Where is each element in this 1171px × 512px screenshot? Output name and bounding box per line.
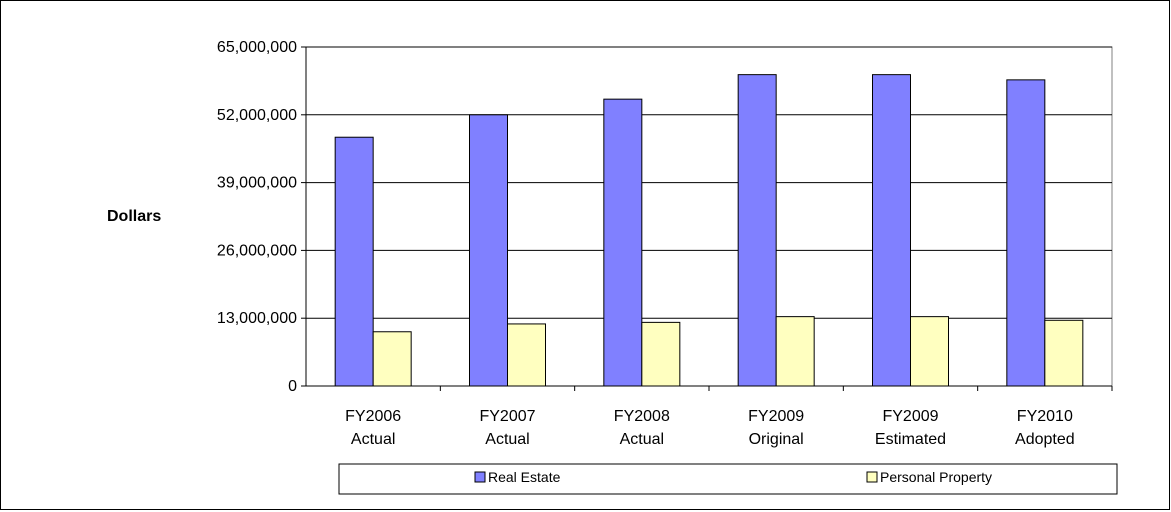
x-category-label: FY2007: [479, 408, 535, 425]
bars: [334, 74, 1084, 387]
bar: [1044, 319, 1084, 387]
bar: [1006, 79, 1046, 387]
legend-swatch: [866, 471, 878, 483]
gridlines: [306, 46, 1112, 319]
legend: Real Estate Personal Property: [338, 463, 1118, 495]
x-category-label: Actual: [620, 431, 664, 448]
x-category-label: Original: [749, 431, 804, 448]
x-category-label: Estimated: [875, 431, 946, 448]
legend-label: Personal Property: [880, 469, 992, 485]
y-tick-label: 39,000,000: [217, 175, 297, 192]
y-axis-label: Dollars: [107, 208, 161, 225]
bar: [603, 98, 643, 387]
legend-label: Real Estate: [488, 469, 561, 485]
bar: [737, 74, 777, 387]
bar: [372, 331, 412, 387]
plot-area: [305, 46, 1113, 387]
bar: [910, 316, 949, 387]
x-category-label: FY2008: [614, 408, 670, 425]
x-category-label: Actual: [485, 431, 529, 448]
bar: [507, 323, 546, 387]
bar: [469, 114, 508, 387]
x-category-label: Adopted: [1015, 431, 1075, 448]
x-category-label: FY2010: [1017, 408, 1073, 425]
legend-box: [338, 463, 1118, 495]
bar: [872, 74, 911, 387]
x-category-label: Actual: [351, 431, 395, 448]
y-tick-label: 13,000,000: [217, 310, 297, 327]
x-category-label: FY2009: [748, 408, 804, 425]
legend-swatch: [474, 471, 486, 483]
x-category-label: FY2006: [345, 408, 401, 425]
y-tick-label: 0: [288, 378, 297, 395]
bar: [641, 321, 681, 387]
y-tick-label: 52,000,000: [217, 107, 297, 124]
x-axis-categories: FY2006 Actual FY2007 Actual FY2008 Actual FY20…: [345, 386, 1113, 448]
x-category-label: FY2009: [882, 408, 938, 425]
y-tick-label: 65,000,000: [217, 39, 297, 56]
bar: [334, 136, 374, 387]
y-tick-label: 26,000,000: [217, 242, 297, 259]
bar: [775, 316, 815, 387]
